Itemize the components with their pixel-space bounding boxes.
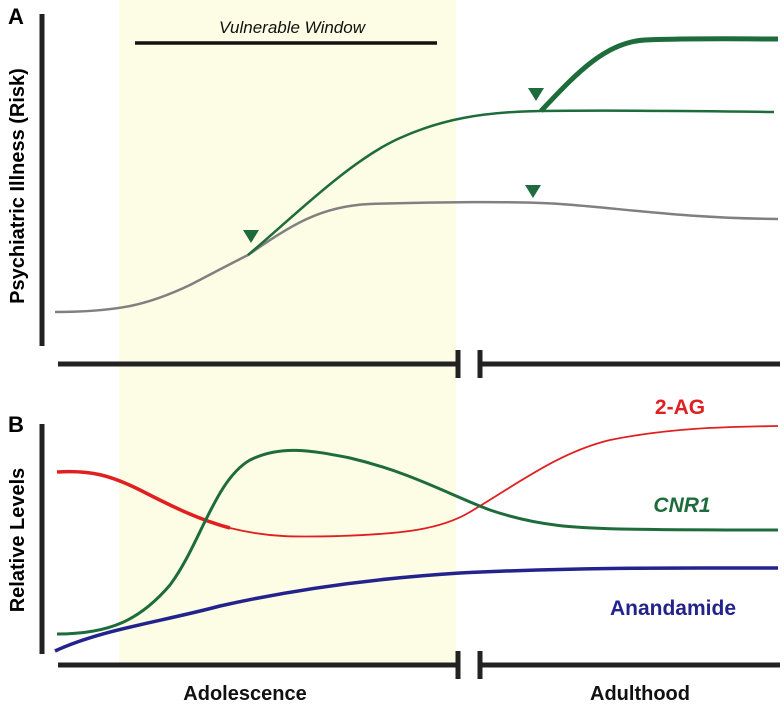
- vulnerable-window-label: Vulnerable Window: [219, 18, 367, 37]
- cnr1-curve: [56, 448, 779, 636]
- vulnerable-window-band: [119, 0, 456, 665]
- panel-b-letter: B: [8, 412, 24, 437]
- panel-b: B Relative Levels 2-AG CNR1 Anandamide A…: [7, 396, 780, 705]
- panel-a: A Psychiatric Illness (Risk) Vulnerable …: [7, 4, 780, 378]
- risk-marker-onset: [243, 230, 259, 243]
- phase-label-adulthood: Adulthood: [590, 683, 690, 705]
- anandamide-curve: [54, 566, 778, 653]
- panel-a-y-axis-label: Psychiatric Illness (Risk): [7, 68, 29, 304]
- panel-b-y-axis-label: Relative Levels: [7, 468, 29, 613]
- anandamide-label: Anandamide: [610, 597, 736, 620]
- maximum-risk-curve: [539, 36, 779, 113]
- panel-a-letter: A: [8, 4, 24, 29]
- cnr1-label: CNR1: [653, 494, 710, 517]
- elevated-risk-curve: [247, 109, 775, 256]
- 2ag-label: 2-AG: [655, 396, 705, 419]
- risk-marker-adult-baseline: [525, 185, 541, 198]
- phase-label-adolescence: Adolescence: [183, 683, 306, 705]
- baseline-risk-curve: [54, 200, 779, 314]
- 2ag-curve-early: [56, 469, 231, 530]
- risk-marker-adult-elevated: [528, 88, 544, 101]
